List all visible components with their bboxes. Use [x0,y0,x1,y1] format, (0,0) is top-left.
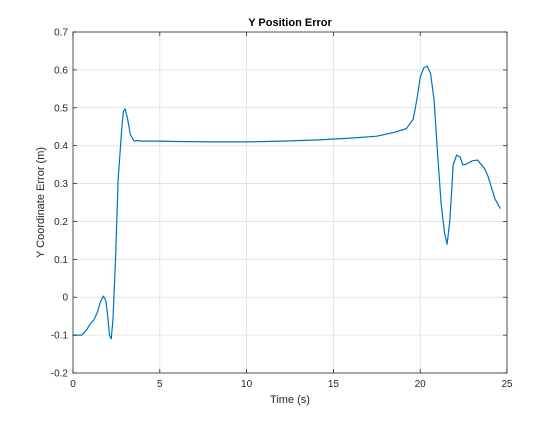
x-axis-title: Time (s) [270,394,310,406]
y-tick-label: 0 [62,293,68,304]
y-tick-label: -0.2 [51,369,69,380]
y-tick-label: 0.7 [54,28,68,39]
y-tick-label: -0.1 [51,331,69,342]
grid-lines [73,32,507,373]
x-tick-label: 25 [501,379,513,390]
x-tick-label: 20 [415,379,427,390]
series-layer [72,65,501,340]
y-tick-label: 0.5 [54,103,68,114]
ticks [72,31,508,374]
x-tick-label: 5 [157,379,163,390]
y-tick-label: 0.6 [54,65,68,76]
series-line [72,65,501,340]
y-tick-label: 0.2 [54,217,68,228]
x-tick-label: 10 [241,379,253,390]
axes-box [72,31,508,374]
x-tick-label: 15 [328,379,340,390]
y-axis-title: Y Coordinate Error (m) [35,147,47,258]
plot-area [73,32,507,373]
y-tick-label: 0.3 [54,179,68,190]
tick-labels: 0 5 10 15 20 25 -0.2 -0.1 0 0.1 0.2 0.3 0.4 0.5 0.6 0.7 [51,28,513,391]
y-tick-label: 0.4 [54,141,68,152]
chart-title: Y Position Error [248,17,332,29]
y-tick-label: 0.1 [54,255,68,266]
x-tick-label: 0 [70,379,76,390]
